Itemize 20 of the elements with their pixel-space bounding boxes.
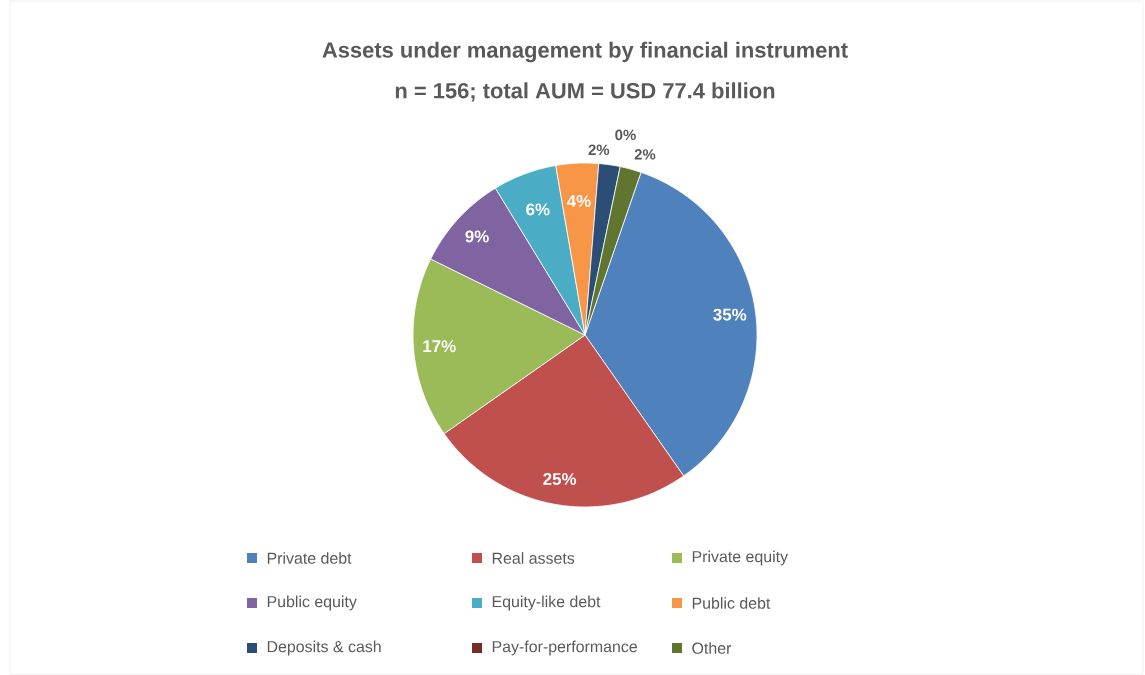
data-label: 17%	[423, 340, 456, 353]
legend-label: Private debt	[267, 552, 352, 564]
data-label: 9%	[465, 230, 489, 243]
data-label: 35%	[713, 308, 747, 321]
data-label: 2%	[588, 144, 610, 156]
chart-title: Assets under management by financial instrument	[322, 41, 848, 63]
data-label: 4%	[566, 195, 591, 207]
text: 0%	[615, 129, 636, 141]
data-label: 2%	[634, 149, 656, 160]
chart-subtitle: n = 156; total AUM = USD 77.4 billion	[395, 82, 775, 102]
data-label: 25%	[543, 472, 577, 485]
legend-label: Other	[692, 642, 732, 654]
legend-label: Real assets	[492, 552, 575, 564]
legend-label: Public debt	[692, 597, 771, 609]
legend-label: Deposits & cash	[267, 640, 381, 656]
data-label: 6%	[526, 203, 550, 216]
legend-label: Pay-for-performance	[492, 640, 637, 656]
legend-label: Equity-like debt	[492, 595, 601, 611]
legend-label: Private equity	[692, 550, 789, 566]
legend-label: Public equity	[267, 595, 357, 611]
